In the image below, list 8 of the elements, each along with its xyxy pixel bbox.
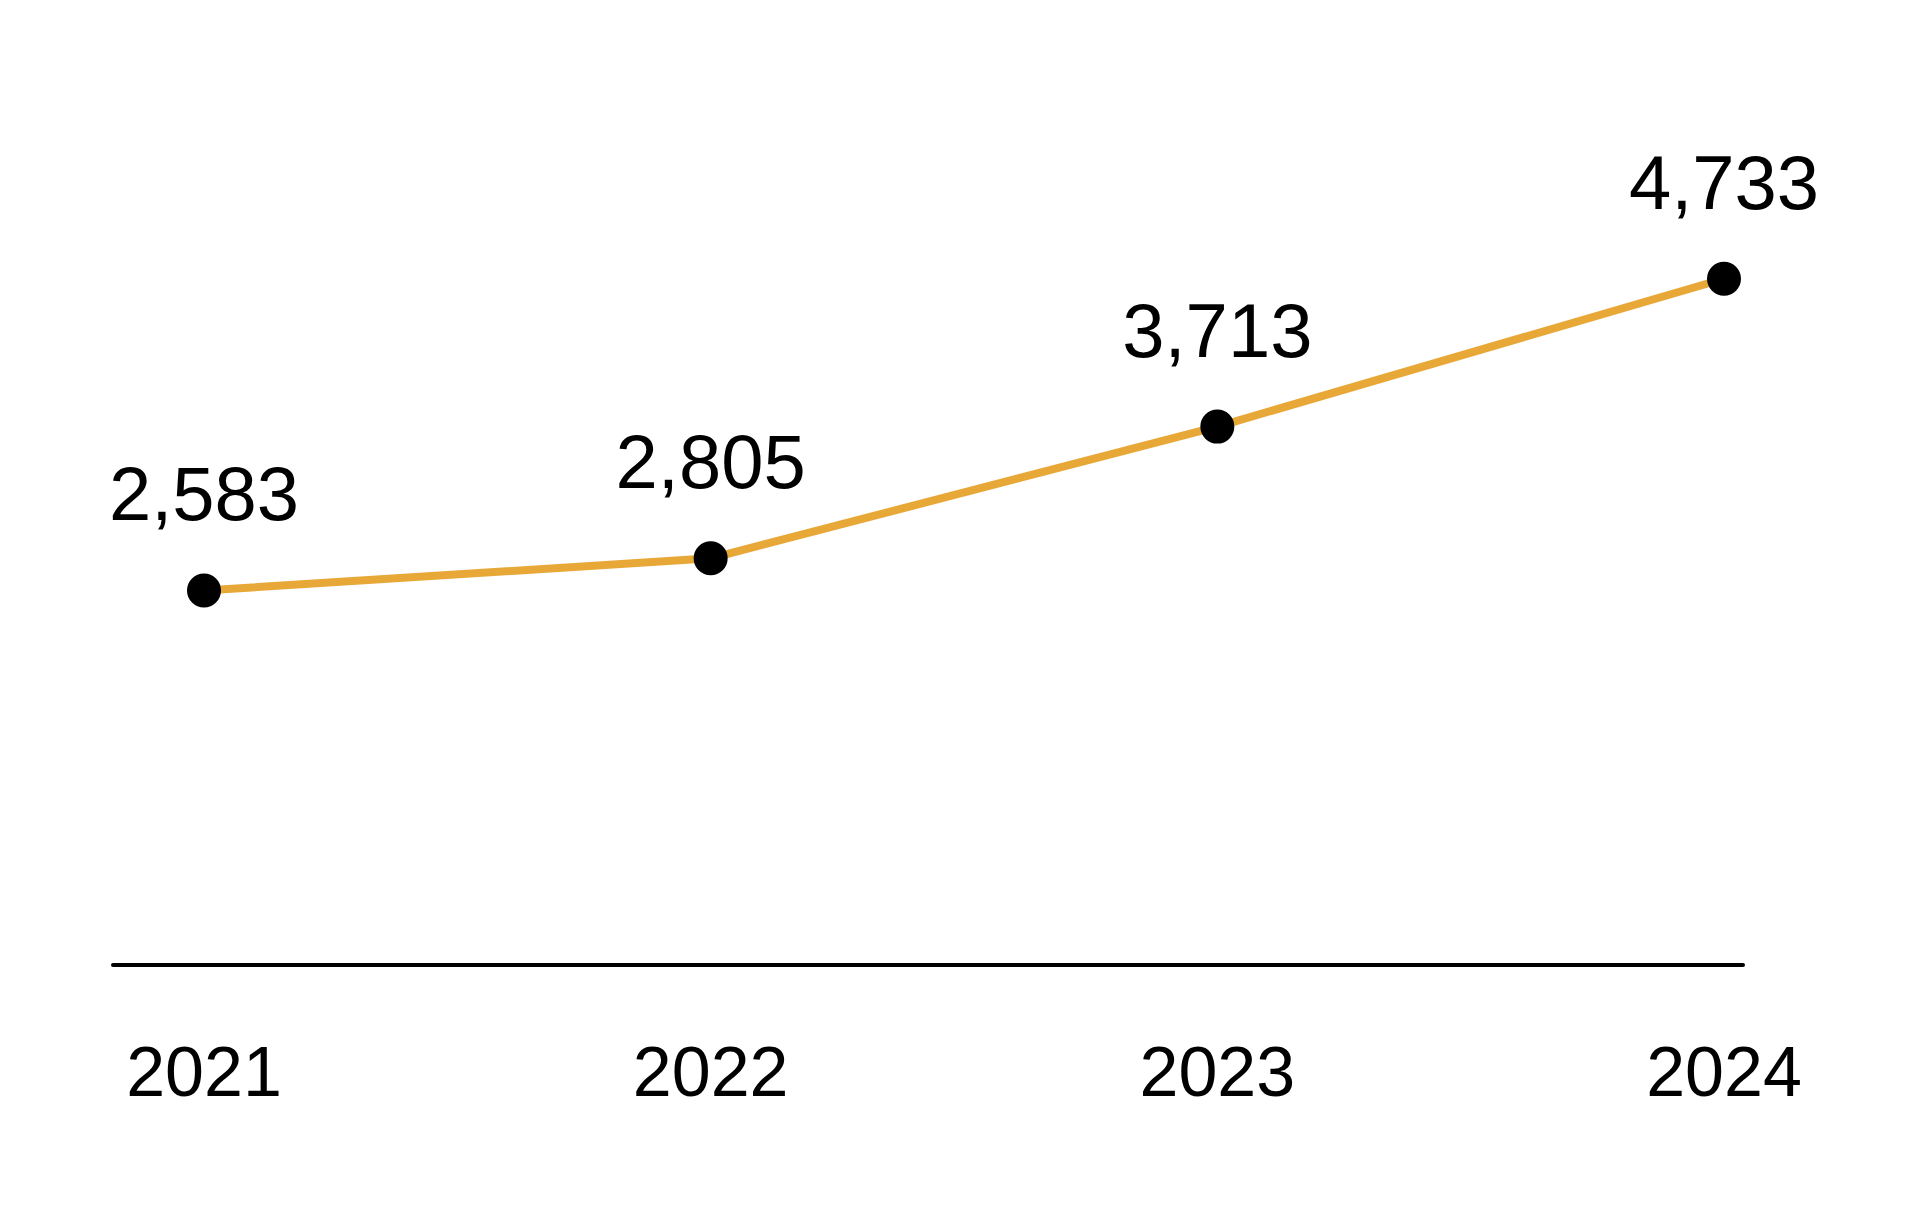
data-label: 2,583 <box>108 451 300 537</box>
x-tick-label: 2021 <box>126 1033 282 1112</box>
data-label: 4,733 <box>1628 139 1820 225</box>
data-label: 2,805 <box>615 419 806 505</box>
x-tick-label: 2024 <box>1646 1033 1802 1112</box>
x-tick-label: 2022 <box>632 1033 789 1112</box>
data-label: 3,713 <box>1122 287 1313 373</box>
x-tick-label: 2023 <box>1139 1033 1296 1112</box>
